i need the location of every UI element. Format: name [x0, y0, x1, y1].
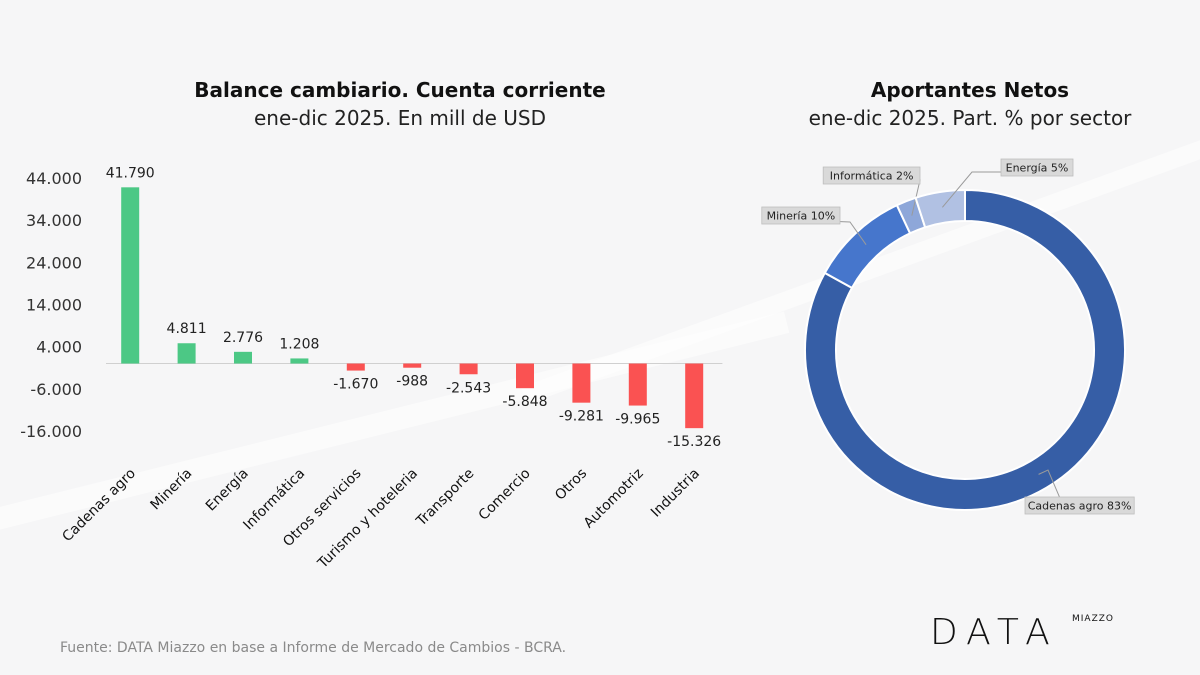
category-label: Cadenas agro — [59, 466, 139, 546]
category-label: Transporte — [413, 466, 478, 531]
donut-label-box — [1000, 158, 1074, 177]
y-tick-label: 34.000 — [26, 211, 82, 230]
data-label: -9.281 — [559, 409, 604, 425]
category-label: Industria — [648, 466, 703, 521]
data-label: -5.848 — [502, 394, 547, 410]
donut-label-box — [761, 206, 841, 225]
donut-slice — [804, 188, 1126, 511]
bar — [403, 363, 422, 368]
data-label: 41.790 — [106, 165, 155, 181]
donut-label: Minería 10% — [767, 210, 836, 223]
source-footer: Fuente: DATA Miazzo en base a Informe de… — [60, 640, 567, 656]
data-label: 4.811 — [167, 321, 207, 337]
donut-slice — [914, 188, 966, 229]
logo-word: DATA — [930, 612, 1059, 653]
bar — [177, 343, 196, 364]
bar — [290, 358, 309, 364]
y-tick-label: -6.000 — [30, 380, 82, 399]
donut-label: Informática 2% — [830, 170, 914, 183]
donut-label: Energía 5% — [1006, 162, 1069, 175]
donut-label-box — [1024, 496, 1135, 515]
y-tick-label: 24.000 — [26, 253, 82, 272]
y-tick-label: 4.000 — [36, 338, 82, 357]
bar — [628, 363, 647, 406]
donut-chart-subtitle: ene-dic 2025. Part. % por sector — [808, 106, 1132, 130]
data-miazzo-logo: DATA MIAZZO — [930, 612, 1130, 653]
category-label: Minería — [148, 466, 196, 514]
bar-chart-title-block: Balance cambiario. Cuenta corriente ene-… — [160, 78, 640, 130]
data-label: 2.776 — [223, 330, 263, 346]
bar — [516, 363, 534, 389]
data-label: -2.543 — [446, 380, 491, 396]
donut-chart-title: Aportantes Netos — [870, 78, 1070, 102]
category-label: Otros — [552, 466, 590, 504]
bar — [346, 363, 365, 371]
bar-chart-subtitle: ene-dic 2025. En mill de USD — [254, 106, 546, 130]
bar-chart: 44.000 34.000 24.000 14.000 4.000 -6.000 -16.0… — [20, 165, 723, 573]
y-tick-label: -16.000 — [20, 422, 82, 441]
bar — [685, 363, 704, 429]
bar-chart-title: Balance cambiario. Cuenta corriente — [194, 78, 606, 102]
y-tick-label: 14.000 — [26, 296, 82, 315]
donut-chart-title-block: Aportantes Netos ene-dic 2025. Part. % p… — [760, 78, 1180, 130]
data-label: -1.670 — [333, 377, 378, 393]
donut-chart: Cadenas agro 83% Minería 10% Informática 2… — [761, 158, 1135, 515]
bar — [572, 363, 591, 403]
leader-line — [942, 171, 1005, 208]
category-label: Comercio — [476, 466, 534, 524]
donut-label: Cadenas agro 83% — [1028, 500, 1132, 513]
y-tick-label: 44.000 — [26, 169, 82, 188]
logo-small: MIAZZO — [1072, 614, 1114, 624]
data-label: -15.326 — [667, 434, 721, 450]
bar — [459, 363, 478, 375]
donut-label-box — [822, 166, 921, 185]
data-label: -988 — [396, 374, 428, 390]
data-label: -9.965 — [615, 412, 660, 428]
category-label: Energía — [203, 466, 252, 515]
data-label: 1.208 — [279, 336, 319, 352]
category-label: Automotriz — [581, 466, 647, 532]
bar — [121, 187, 140, 364]
category-label: Turismo y hoteleria — [314, 466, 421, 573]
bar — [234, 351, 252, 364]
